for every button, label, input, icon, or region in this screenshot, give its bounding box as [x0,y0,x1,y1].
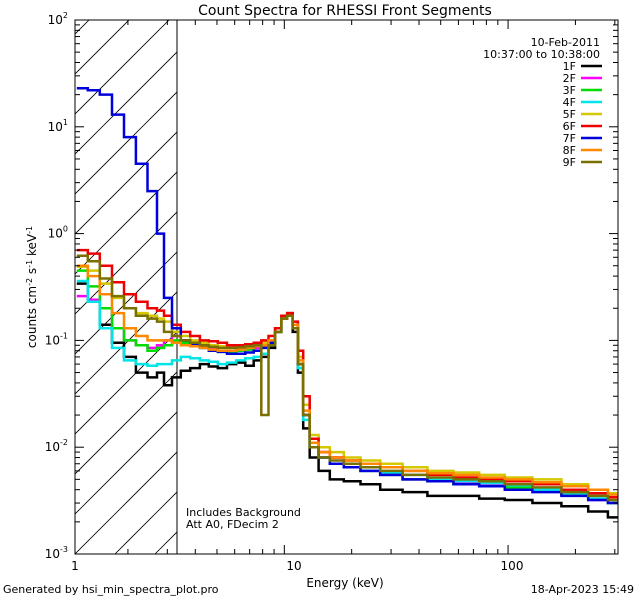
y-tick-label: 10-1 [45,331,68,347]
legend-label-5F: 5F [563,108,576,121]
hatch-line [75,51,177,155]
series-group [76,86,618,519]
footer-timestamp: 18-Apr-2023 15:49 [530,583,634,596]
hatch-line [75,451,177,554]
time-range-label: 10:37:00 to 10:38:00 [483,48,600,61]
x-tick-label-100: 100 [501,559,524,573]
hatch-line [75,131,177,235]
x-axis-label: Energy (keV) [306,576,383,590]
chart-title: Count Spectra for RHESSI Front Segments [198,3,492,19]
annotation-attenuator: Att A0, FDecim 2 [186,518,279,531]
annotation-background: Includes Background [186,506,301,519]
legend-label-8F: 8F [563,144,576,157]
legend-label-1F: 1F [563,60,576,73]
date-label: 10-Feb-2011 [531,36,600,49]
legend-label-3F: 3F [563,84,576,97]
hatch-line [75,211,177,315]
legend-label-6F: 6F [563,120,576,133]
y-tick-label: 101 [48,118,68,134]
y-tick-label: 102 [48,11,68,27]
footer-generator: Generated by hsi_min_spectra_plot.pro [3,583,219,596]
x-tick-label-10: 10 [286,559,301,573]
legend-label-7F: 7F [563,132,576,145]
hatch-line [75,411,177,515]
hatch-line [75,20,170,115]
series-line-9F [76,254,618,502]
x-tick-label-1: 1 [71,559,79,573]
y-axis-label: counts cm-2 s-1 keV-1 [25,226,40,348]
series-line-1F [76,282,618,519]
legend-label-9F: 9F [563,156,576,169]
x-axis-ticks [127,20,616,554]
series-line-4F [76,279,618,505]
y-tick-label: 100 [48,225,68,241]
series-line-2F [76,294,618,505]
hatch-line [75,371,177,475]
y-axis-ticks: 10-3 10-2 10-1 100 101 102 [45,11,618,561]
legend-label-2F: 2F [563,72,576,85]
y-tick-label: 10-3 [45,545,68,561]
legend-label-4F: 4F [563,96,576,109]
hatched-region [75,20,177,554]
hatch-line [75,91,177,195]
hatch-line [75,251,177,355]
y-tick-label: 10-2 [45,438,68,454]
plot-frame [74,19,619,555]
series-line-8F [76,264,618,496]
